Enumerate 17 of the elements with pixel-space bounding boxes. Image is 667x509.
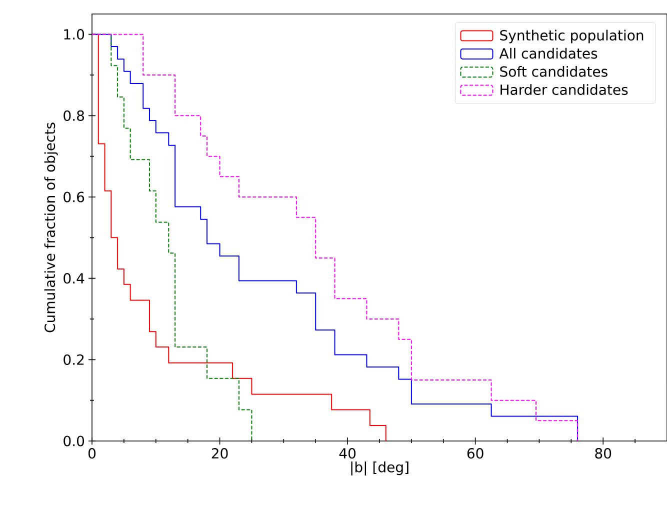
x-axis-title: |b| [deg]	[351, 461, 408, 476]
x-tick-label: 20	[212, 448, 228, 459]
y-tick-label: 1.0	[64, 29, 84, 40]
y-tick-label: 0.0	[64, 436, 84, 446]
y-axis-title: Cumulative fraction of objects	[44, 122, 58, 332]
x-tick-label: 0	[88, 448, 96, 459]
x-tick-label: 60	[467, 448, 484, 459]
legend-label: All candidates	[499, 48, 598, 59]
y-tick-label: 0.6	[64, 192, 84, 202]
legend-label: Harder candidates	[500, 84, 628, 95]
x-tick-label: 80	[595, 448, 612, 459]
y-tick-label: 0.8	[64, 110, 84, 121]
y-tick-label: 0.2	[64, 354, 84, 365]
legend-label: Soft candidates	[500, 66, 608, 77]
x-tick-label: 40	[339, 448, 356, 459]
legend-label: Synthetic population	[500, 30, 644, 44]
y-tick-label: 0.4	[64, 273, 84, 284]
